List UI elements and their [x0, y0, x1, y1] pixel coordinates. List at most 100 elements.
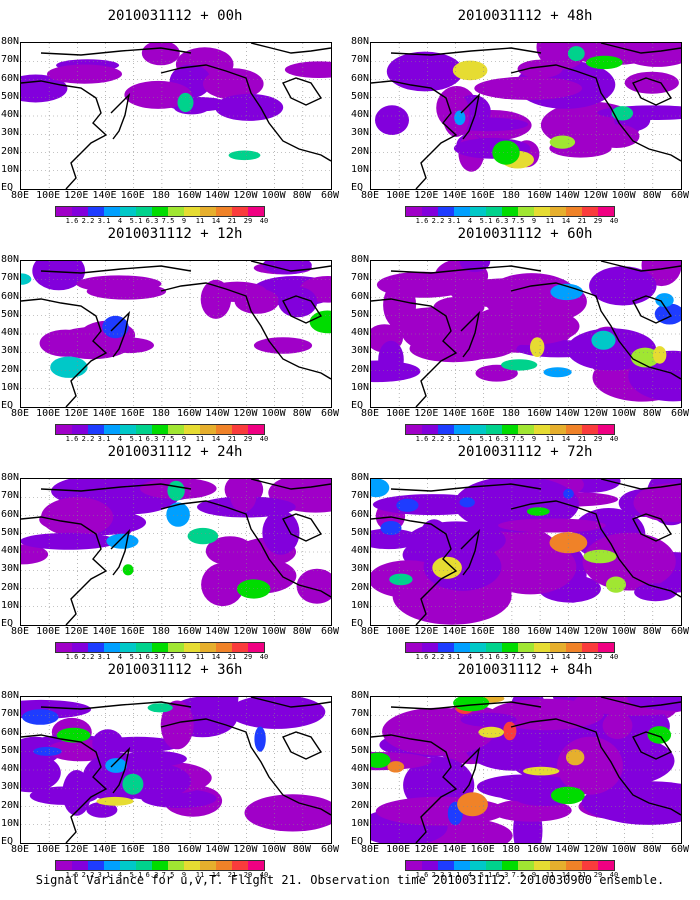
longitude-label: 160W [177, 626, 202, 637]
latitude-label: 40N [1, 545, 20, 556]
colorbar-swatch [550, 861, 566, 870]
field-region [498, 518, 606, 533]
colorbar-label: 6.3 [495, 435, 509, 443]
colorbar-swatch [598, 425, 614, 434]
colorbar-label: 2.2 [431, 435, 445, 443]
colorbar-swatch [216, 861, 232, 870]
colorbar-swatch [232, 861, 248, 870]
field-region [215, 93, 284, 121]
longitude-label: 60W [670, 408, 690, 419]
field-region [627, 697, 681, 711]
colorbar-swatch [454, 861, 470, 870]
latitude-label: EQ [351, 400, 364, 411]
colorbar-label: 3.1 [97, 871, 111, 879]
longitude-label: 80W [292, 190, 311, 201]
map-panel: 2010031112 + 24h 80N 70N 60N 50N 40N 30N 20N 10N… [0, 436, 350, 661]
coastline [160, 500, 331, 598]
colorbar-swatch [152, 207, 168, 216]
latitude-label: 30N [351, 563, 370, 575]
colorbar-label: 5.1 [479, 217, 493, 225]
colorbar-swatch [438, 425, 454, 434]
map-panel: 2010031112 + 00h 80N 70N 60N 50N 40N 30N 20N 10N… [0, 0, 350, 225]
colorbar-label: 1.6 [65, 653, 79, 661]
colorbar-label: 6.3 [145, 653, 159, 661]
field-region [22, 709, 59, 725]
colorbar-swatch [566, 207, 582, 216]
colorbar-swatch [72, 207, 88, 216]
colorbar-label: 4 [467, 653, 473, 661]
longitude-label: 140E [92, 844, 117, 855]
field-region [122, 773, 144, 795]
latitude-label: EQ [351, 836, 364, 847]
coastline [460, 92, 481, 140]
colorbar-swatch [470, 643, 486, 652]
longitude-label: 180 [151, 626, 170, 637]
field-region [378, 340, 404, 379]
colorbar-swatch [136, 425, 152, 434]
latitude-label: 10N [1, 817, 20, 829]
field-region [526, 507, 550, 516]
colorbar-label: 21 [227, 217, 237, 225]
latitude-label: 70N [1, 54, 20, 66]
colorbar [405, 642, 615, 653]
longitude-label: 140W [555, 844, 580, 855]
longitude-label: 180 [501, 626, 520, 637]
field-region [122, 564, 134, 576]
colorbar-label: 1.6 [65, 435, 79, 443]
field-region [86, 283, 167, 300]
colorbar-label: 4 [467, 217, 473, 225]
latitude-label: 80N [351, 472, 370, 483]
field-region [228, 697, 326, 729]
longitude-label: 120W [583, 626, 608, 637]
latitude-label: 30N [351, 345, 370, 357]
colorbar [405, 424, 615, 435]
colorbar-swatch [168, 207, 184, 216]
longitude-label: 60W [320, 844, 340, 855]
longitude-label: 100E [386, 844, 411, 855]
coastline [632, 77, 673, 106]
colorbar-swatch [566, 643, 582, 652]
colorbar-swatch [152, 643, 168, 652]
coastline [460, 528, 481, 576]
colorbar-label: 14 [211, 871, 221, 879]
map-plot [20, 42, 332, 190]
coastline [250, 43, 331, 54]
longitude-label: 140W [555, 626, 580, 637]
colorbar-label: 7.5 [161, 435, 175, 443]
colorbar-label: 9 [531, 217, 537, 225]
colorbar-swatch [72, 861, 88, 870]
latitude-label: 20N [351, 581, 370, 593]
latitude-label: 50N [1, 744, 20, 756]
longitude-label: 120W [583, 408, 608, 419]
colorbar-swatch [216, 643, 232, 652]
colorbar-label: 29 [243, 871, 253, 879]
colorbar-swatch [184, 643, 200, 652]
coastline [160, 718, 331, 816]
colorbar-label: 29 [593, 653, 603, 661]
latitude-label: 10N [351, 817, 370, 829]
colorbar-label: 7.5 [511, 653, 525, 661]
field-region [459, 497, 475, 508]
colorbar-swatch [152, 861, 168, 870]
colorbar-swatch [406, 861, 422, 870]
colorbar-swatch [502, 207, 518, 216]
longitude-label: 120E [64, 626, 89, 637]
longitude-label: 120W [233, 408, 258, 419]
colorbar-label: 7.5 [511, 871, 525, 879]
colorbar-swatch [184, 861, 200, 870]
longitude-label: 60W [670, 844, 690, 855]
latitude-label: 50N [351, 308, 370, 320]
colorbar-swatch [200, 207, 216, 216]
colorbar-label: 40 [259, 653, 269, 661]
field-region [653, 346, 667, 364]
longitude-label: 160E [470, 626, 495, 637]
colorbar-label: 1.6 [65, 871, 79, 879]
colorbar-label: 1.6 [65, 217, 79, 225]
field-region [612, 43, 681, 67]
longitude-label: 100W [261, 844, 286, 855]
latitude-label: EQ [351, 618, 364, 629]
colorbar-swatch [216, 207, 232, 216]
field-region [517, 59, 563, 78]
colorbar-swatch [566, 425, 582, 434]
colorbar-swatch [550, 425, 566, 434]
